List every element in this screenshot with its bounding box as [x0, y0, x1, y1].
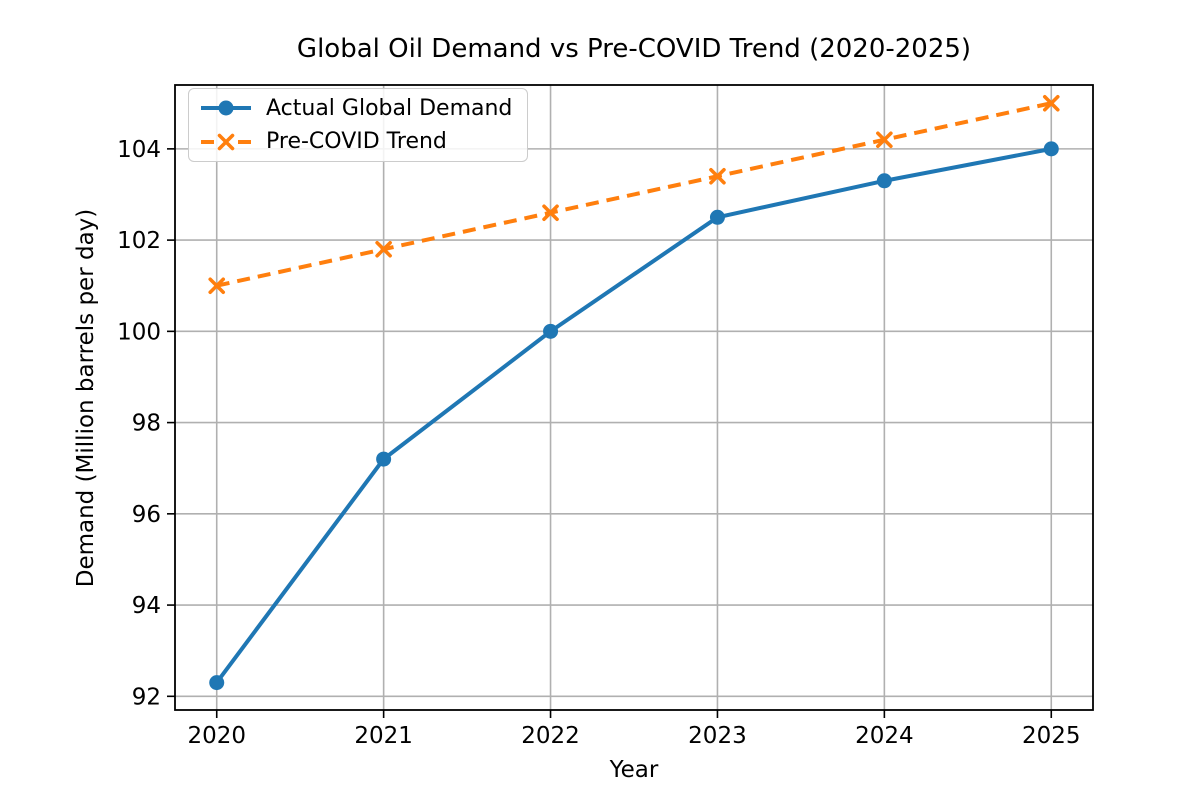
legend: Actual Global Demand Pre-COVID Trend — [188, 88, 528, 162]
series-1-x-marker — [542, 204, 559, 222]
legend-solid-line-circle-icon — [201, 100, 251, 116]
legend-circle-marker — [218, 100, 234, 116]
axes-spines — [174, 84, 1094, 711]
series-line-1 — [216, 101, 1052, 288]
y-tick-label: 102 — [117, 228, 161, 254]
series-1-x-marker — [876, 131, 893, 149]
x-tick-label: 2024 — [855, 723, 914, 749]
x-tick-label: 2021 — [354, 723, 413, 749]
x-tick-label: 2022 — [521, 723, 580, 749]
series-0-circle-marker — [209, 675, 225, 691]
legend-x-marker — [217, 133, 235, 150]
series-0-circle-marker — [543, 323, 559, 339]
series-1-x-marker — [709, 167, 726, 185]
chart-title: Global Oil Demand vs Pre-COVID Trend (20… — [296, 34, 972, 64]
legend-item-pre-covid-trend: Pre-COVID Trend — [199, 126, 517, 158]
series-1-x-marker — [208, 277, 226, 295]
series-0-circle-marker — [876, 173, 892, 189]
x-tick-label: 2025 — [1022, 723, 1081, 749]
series-1-x-marker — [375, 240, 392, 258]
y-tick-label: 96 — [132, 502, 161, 528]
y-tick-label: 92 — [132, 684, 161, 710]
series-line-0 — [215, 146, 1052, 684]
legend-label-actual-demand: Actual Global Demand — [266, 95, 513, 121]
series-0-circle-marker — [709, 209, 725, 225]
legend-label-pre-covid-trend: Pre-COVID Trend — [266, 129, 447, 155]
series-0-circle-marker — [376, 451, 392, 467]
legend-item-actual-demand: Actual Global Demand — [199, 92, 517, 124]
x-tick-label: 2023 — [688, 723, 747, 749]
x-tick-label: 2020 — [187, 723, 246, 749]
y-tick-label: 104 — [117, 137, 161, 163]
legend-dashed-line-x-icon — [201, 133, 251, 150]
y-axis-label: Demand (Million barrels per day) — [73, 208, 99, 588]
y-tick-label: 100 — [117, 319, 161, 345]
y-tick-label: 98 — [132, 411, 161, 437]
series-0-circle-marker — [1043, 141, 1059, 157]
x-axis-label: Year — [609, 757, 659, 783]
y-tick-label: 94 — [132, 593, 161, 619]
series-1-x-marker — [1042, 94, 1060, 112]
